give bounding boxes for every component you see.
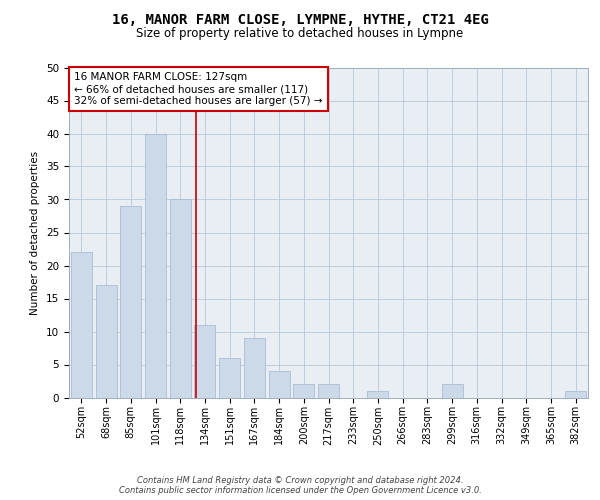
- Text: 16, MANOR FARM CLOSE, LYMPNE, HYTHE, CT21 4EG: 16, MANOR FARM CLOSE, LYMPNE, HYTHE, CT2…: [112, 12, 488, 26]
- Bar: [244, 338, 265, 398]
- Bar: [95, 286, 116, 398]
- Bar: [269, 371, 290, 398]
- Bar: [120, 206, 141, 398]
- Bar: [318, 384, 339, 398]
- Bar: [194, 325, 215, 398]
- Bar: [565, 391, 586, 398]
- Bar: [219, 358, 240, 398]
- Y-axis label: Number of detached properties: Number of detached properties: [31, 150, 40, 314]
- Bar: [145, 134, 166, 398]
- Text: Size of property relative to detached houses in Lympne: Size of property relative to detached ho…: [136, 28, 464, 40]
- Text: 16 MANOR FARM CLOSE: 127sqm
← 66% of detached houses are smaller (117)
32% of se: 16 MANOR FARM CLOSE: 127sqm ← 66% of det…: [74, 72, 323, 106]
- Text: Contains HM Land Registry data © Crown copyright and database right 2024.
Contai: Contains HM Land Registry data © Crown c…: [119, 476, 481, 495]
- Bar: [71, 252, 92, 398]
- Bar: [442, 384, 463, 398]
- Bar: [367, 391, 388, 398]
- Bar: [293, 384, 314, 398]
- Bar: [170, 200, 191, 398]
